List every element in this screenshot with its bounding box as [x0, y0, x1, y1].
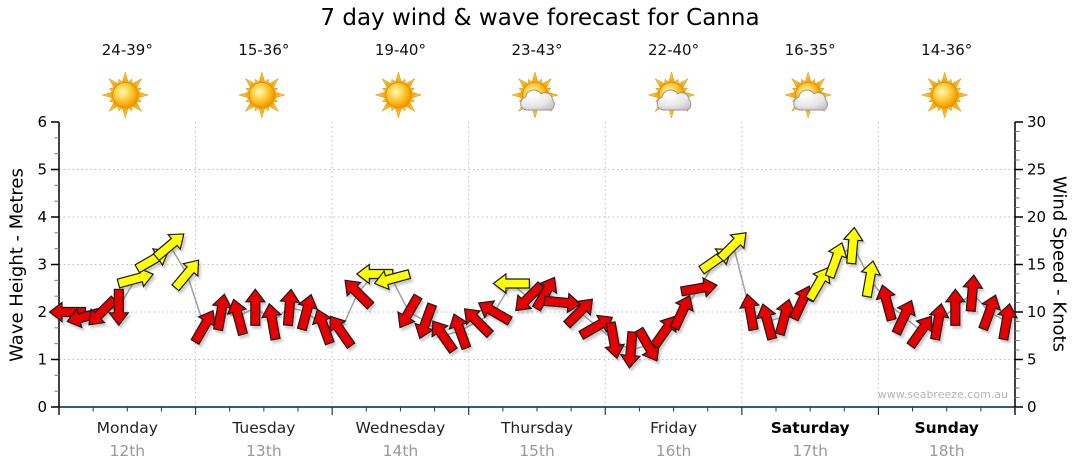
day-name-label: Thursday: [500, 419, 573, 437]
sun-icon: [101, 71, 150, 119]
cloud-icon: [793, 89, 828, 111]
wind-arrow: [543, 292, 582, 314]
day-date-label: 18th: [929, 442, 965, 460]
watermark: www.seabreeze.com.au: [877, 388, 1008, 401]
left-tick-label: 1: [37, 351, 47, 369]
wind-arrow: [531, 276, 558, 312]
temperature-range-label: 24-39°: [102, 41, 153, 59]
wind-arrow: [679, 276, 718, 298]
day-name-label: Sunday: [915, 419, 979, 437]
temperature-range-label: 15-36°: [238, 41, 289, 59]
day-name-label: Friday: [650, 419, 697, 437]
cloud-icon: [656, 89, 692, 111]
day-date-label: 12th: [109, 442, 145, 460]
wind-arrow: [824, 241, 848, 280]
wind-arrow: [978, 294, 1002, 332]
day-name-label: Saturday: [771, 419, 850, 437]
partly-cloudy-icon: [784, 71, 833, 119]
temperature-range-label: 14-36°: [921, 41, 972, 59]
wind-arrow: [492, 272, 530, 295]
temperature-range-label: 22-40°: [648, 41, 699, 59]
wind-arrow: [875, 284, 897, 322]
wind-arrow: [739, 293, 761, 332]
sun-icon: [374, 71, 423, 119]
day-date-label: 13th: [246, 442, 282, 460]
left-tick-label: 6: [37, 113, 47, 131]
right-tick-label: 20: [1027, 208, 1046, 226]
right-tick-label: 0: [1027, 398, 1037, 416]
wind-arrow: [842, 226, 864, 265]
right-tick-label: 25: [1027, 161, 1046, 179]
wind-arrow: [116, 267, 155, 289]
left-tick-label: 3: [37, 256, 47, 274]
wind-arrow: [279, 288, 301, 327]
wind-arrow: [477, 300, 513, 326]
day-name-label: Wednesday: [356, 419, 446, 437]
wind-arrow: [860, 260, 882, 299]
wind-arrow: [226, 298, 249, 337]
day-name-label: Monday: [97, 419, 158, 437]
wind-arrow: [944, 288, 967, 326]
day-date-label: 15th: [519, 442, 555, 460]
wind-arrow: [716, 232, 747, 263]
wind-arrow: [996, 302, 1018, 341]
wind-arrow: [463, 308, 495, 339]
left-tick-label: 2: [37, 303, 47, 321]
wind-arrow: [962, 274, 984, 312]
wind-arrow: [296, 293, 319, 332]
wind-arrow: [152, 233, 185, 262]
wind-arrow: [515, 281, 546, 312]
sun-icon: [237, 71, 286, 119]
wind-arrow: [397, 293, 423, 329]
wind-arrow: [562, 298, 594, 329]
wind-arrow: [578, 314, 614, 341]
right-tick-label: 5: [1027, 351, 1037, 369]
wind-arrow: [928, 302, 950, 341]
wind-arrow: [804, 267, 831, 303]
day-name-label: Tuesday: [231, 419, 295, 437]
day-date-label: 16th: [656, 442, 692, 460]
wind-arrow: [171, 259, 200, 292]
temperature-range-label: 19-40°: [375, 41, 426, 59]
wind-arrow: [344, 279, 375, 310]
temperature-range-label: 16-35°: [785, 41, 836, 59]
wind-arrow: [650, 315, 677, 350]
left-tick-label: 5: [37, 161, 47, 179]
wind-arrow: [755, 303, 778, 341]
day-date-label: 17th: [792, 442, 828, 460]
wind-arrow: [619, 331, 642, 369]
temperature-range-label: 23-43°: [511, 41, 562, 59]
chart-title: 7 day wind & wave forecast for Canna: [320, 5, 760, 31]
wind-arrow: [261, 302, 283, 341]
partly-cloudy-icon: [511, 71, 559, 119]
wind-arrow: [244, 288, 267, 326]
wind-arrow: [891, 299, 916, 336]
wind-arrow: [108, 288, 130, 327]
left-tick-label: 4: [37, 208, 47, 226]
partly-cloudy-icon: [647, 71, 696, 119]
right-tick-label: 10: [1027, 303, 1046, 321]
wind-arrow: [669, 294, 694, 332]
wind-arrows: [48, 226, 1018, 369]
right-tick-label: 30: [1027, 113, 1046, 131]
left-tick-label: 0: [37, 398, 47, 416]
wind-arrow: [373, 269, 412, 291]
wind-arrow: [431, 320, 458, 354]
day-date-label: 14th: [383, 442, 419, 460]
wind-arrow: [329, 315, 356, 350]
right-tick-label: 15: [1027, 256, 1046, 274]
cloud-icon: [520, 89, 555, 111]
wind-arrow: [604, 321, 626, 360]
sun-icon: [920, 71, 969, 119]
